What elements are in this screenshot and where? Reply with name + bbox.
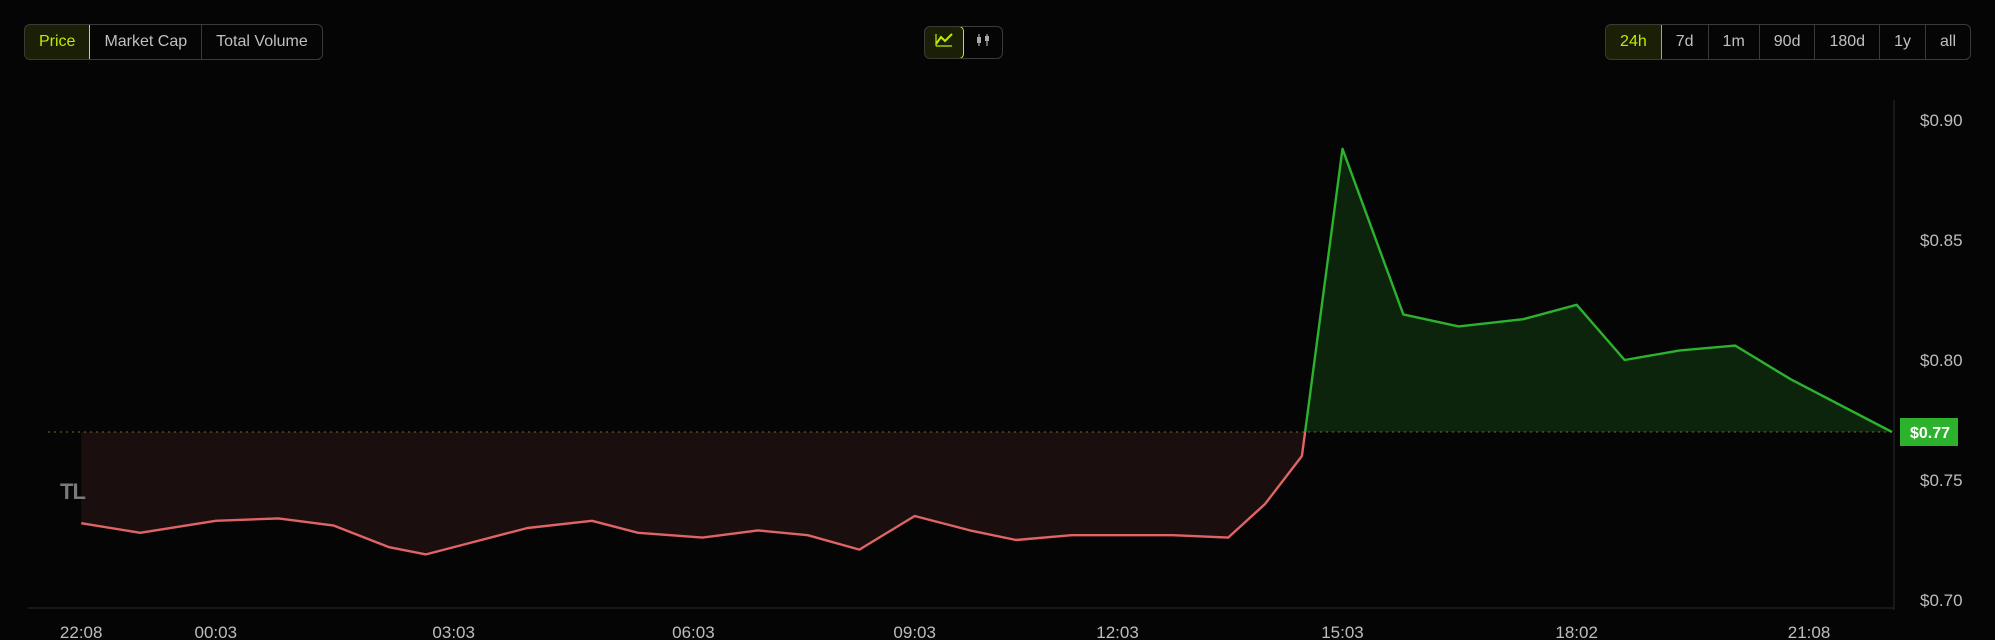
range-tab-24h[interactable]: 24h xyxy=(1606,25,1662,59)
svg-text:$0.75: $0.75 xyxy=(1920,471,1963,490)
svg-text:09:03: 09:03 xyxy=(893,623,936,640)
metric-tab-total-volume[interactable]: Total Volume xyxy=(202,25,322,59)
svg-text:$0.80: $0.80 xyxy=(1920,351,1963,370)
range-tab-90d[interactable]: 90d xyxy=(1760,25,1816,59)
svg-text:21:08: 21:08 xyxy=(1788,623,1831,640)
svg-text:06:03: 06:03 xyxy=(672,623,715,640)
range-tab-all[interactable]: all xyxy=(1926,25,1970,59)
price-chart[interactable]: $0.70 $0.75 $0.80 $0.85 $0.90 $0.77 22:08 00:03… xyxy=(0,80,1995,640)
metric-tab-market-cap[interactable]: Market Cap xyxy=(90,25,202,59)
svg-text:12:03: 12:03 xyxy=(1096,623,1139,640)
chart-area: $0.70 $0.75 $0.80 $0.85 $0.90 $0.77 22:08 00:03… xyxy=(0,80,1995,640)
svg-text:15:03: 15:03 xyxy=(1321,623,1364,640)
metric-tab-price[interactable]: Price xyxy=(24,24,90,60)
svg-text:18:02: 18:02 xyxy=(1555,623,1598,640)
range-tabs: 24h7d1m90d180d1yall xyxy=(1605,24,1971,60)
svg-text:00:03: 00:03 xyxy=(195,623,238,640)
chart-type-toggle xyxy=(924,26,1003,59)
metric-tabs: PriceMarket CapTotal Volume xyxy=(24,24,323,60)
candlestick-icon xyxy=(974,33,992,47)
svg-text:$0.90: $0.90 xyxy=(1920,111,1963,130)
line-chart-button[interactable] xyxy=(924,26,964,59)
svg-text:03:03: 03:03 xyxy=(432,623,475,640)
line-chart-icon xyxy=(935,33,953,47)
candlestick-button[interactable] xyxy=(964,27,1002,58)
range-tab-180d[interactable]: 180d xyxy=(1815,25,1880,59)
range-tab-1y[interactable]: 1y xyxy=(1880,25,1926,59)
range-tab-7d[interactable]: 7d xyxy=(1662,25,1709,59)
svg-text:$0.77: $0.77 xyxy=(1910,425,1950,442)
tradingview-logo: TL xyxy=(60,479,85,505)
svg-text:$0.85: $0.85 xyxy=(1920,231,1963,250)
svg-text:22:08: 22:08 xyxy=(60,623,103,640)
svg-text:$0.70: $0.70 xyxy=(1920,591,1963,610)
range-tab-1m[interactable]: 1m xyxy=(1709,25,1760,59)
toolbar: PriceMarket CapTotal Volume 24h7d1m90d18… xyxy=(0,0,1995,60)
